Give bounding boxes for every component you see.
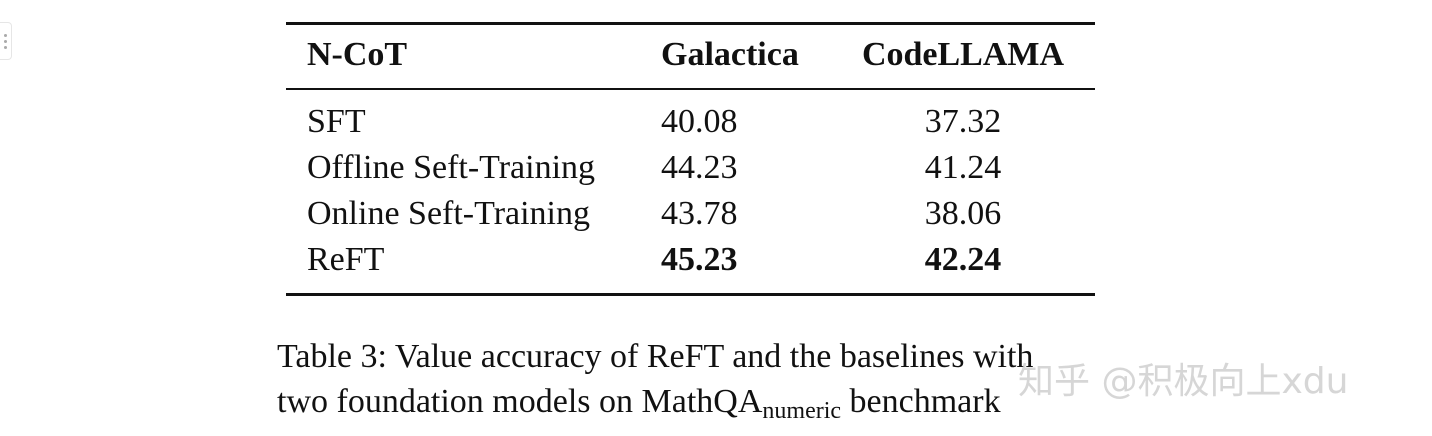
header-codellama: CodeLLAMA: [861, 36, 1065, 73]
watermark: 知乎 @积极向上xdu: [1018, 361, 1349, 402]
caption-text: two foundation models on MathQA: [277, 383, 763, 420]
table-cell-codellama: 37.32: [924, 103, 1002, 140]
table-cell-galactica: 40.08: [661, 103, 738, 140]
table-cell-codellama: 41.24: [924, 149, 1002, 186]
table-cell-galactica: 44.23: [661, 149, 738, 186]
table-cell-galactica: 45.23: [661, 241, 738, 278]
caption-line-1: Table 3: Value accuracy of ReFT and the …: [277, 338, 1034, 375]
table-cell-method: Online Seft-Training: [307, 195, 591, 232]
caption-text: benchmark: [841, 383, 1001, 420]
table-cell-galactica: 43.78: [661, 195, 738, 232]
table-cell-codellama: 38.06: [924, 195, 1002, 232]
mid-rule: [286, 88, 1095, 90]
caption-subscript: numeric: [762, 398, 842, 424]
table-cell-method: ReFT: [307, 241, 385, 278]
table-cell-method: Offline Seft-Training: [307, 149, 596, 186]
table-caption: Table 3: Value accuracy of ReFT and the …: [277, 334, 1033, 424]
table-cell-codellama: 42.24: [924, 241, 1002, 278]
top-rule: [286, 22, 1095, 25]
bottom-rule: [286, 293, 1095, 296]
header-method: N-CoT: [307, 36, 408, 73]
header-galactica: Galactica: [661, 36, 799, 73]
drag-handle-icon[interactable]: [0, 22, 12, 60]
table-cell-method: SFT: [307, 103, 366, 140]
caption-line-2: two foundation models on MathQAnumeric b…: [277, 379, 1033, 424]
